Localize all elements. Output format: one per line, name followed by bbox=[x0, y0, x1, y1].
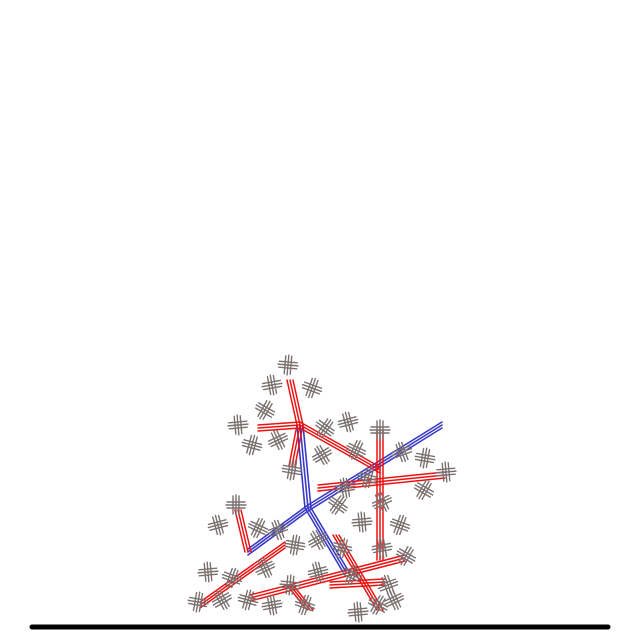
twig-cluster bbox=[414, 447, 436, 469]
twig-cluster bbox=[331, 537, 353, 559]
twig-cluster bbox=[347, 601, 369, 623]
twig-cluster bbox=[225, 494, 247, 516]
twig-cluster bbox=[237, 589, 259, 611]
branch-segment bbox=[234, 509, 252, 553]
twig-cluster bbox=[301, 377, 323, 399]
twig-cluster bbox=[435, 461, 457, 483]
twig-cluster bbox=[351, 511, 373, 533]
twig-cluster bbox=[396, 546, 416, 566]
twig-cluster bbox=[334, 477, 356, 499]
twig-cluster bbox=[337, 411, 359, 433]
twig-cluster bbox=[267, 519, 289, 541]
trunk-segment bbox=[296, 424, 312, 509]
twig-cluster bbox=[279, 574, 301, 596]
twig-clusters bbox=[187, 354, 457, 623]
twig-cluster bbox=[389, 514, 411, 536]
twig-cluster bbox=[277, 354, 299, 376]
twig-cluster bbox=[368, 595, 388, 615]
branch-segment bbox=[199, 541, 286, 609]
twig-cluster bbox=[315, 418, 335, 438]
twig-cluster bbox=[261, 374, 283, 396]
twig-cluster bbox=[341, 564, 363, 586]
twig-cluster bbox=[261, 594, 283, 616]
twig-cluster bbox=[369, 419, 391, 441]
branch-segment bbox=[286, 379, 304, 426]
twig-cluster bbox=[267, 429, 289, 451]
twig-cluster bbox=[383, 589, 405, 611]
branch-segment bbox=[299, 421, 381, 474]
twig-cluster bbox=[312, 445, 332, 465]
branch-segment bbox=[257, 421, 301, 432]
twig-cluster bbox=[391, 441, 413, 463]
twig-cluster bbox=[345, 439, 367, 461]
twig-cluster bbox=[241, 434, 263, 456]
twig-cluster bbox=[307, 561, 329, 583]
twig-cluster bbox=[187, 591, 209, 613]
twig-cluster bbox=[414, 480, 434, 500]
branch-segment bbox=[249, 554, 406, 602]
twig-cluster bbox=[284, 534, 306, 556]
twig-cluster bbox=[212, 590, 232, 610]
twig-cluster bbox=[308, 530, 328, 550]
twig-cluster bbox=[281, 459, 303, 481]
twig-cluster bbox=[227, 414, 249, 436]
twig-cluster bbox=[221, 567, 243, 589]
branch-segment bbox=[288, 424, 304, 467]
twig-cluster bbox=[255, 400, 275, 420]
twig-cluster bbox=[377, 574, 399, 596]
twig-cluster bbox=[357, 467, 379, 489]
twig-cluster bbox=[371, 537, 393, 559]
twig-cluster bbox=[254, 557, 276, 579]
twig-cluster bbox=[294, 594, 316, 616]
twig-cluster bbox=[328, 495, 348, 515]
twig-cluster bbox=[207, 514, 229, 536]
twig-cluster bbox=[197, 561, 219, 583]
twig-cluster bbox=[247, 517, 269, 539]
twig-cluster bbox=[371, 491, 393, 513]
